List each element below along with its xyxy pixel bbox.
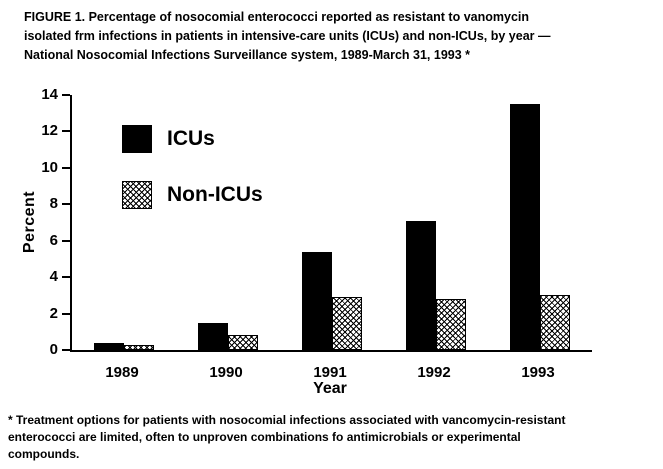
x-tick-label: 1989	[105, 364, 139, 381]
bar-non-icus-1991	[332, 297, 362, 350]
y-tick-label: 12	[41, 122, 58, 140]
y-axis-tick	[62, 130, 70, 133]
bar-non-icus-1990	[228, 335, 258, 350]
footnote: * Treatment options for patients with no…	[8, 413, 566, 461]
y-tick-label: 14	[41, 86, 58, 103]
legend-label-icus: ICUs	[167, 127, 215, 150]
x-tick-label: 1992	[417, 364, 451, 381]
y-tick-label: 2	[49, 304, 58, 322]
y-axis-tick	[62, 166, 70, 169]
y-axis-tick	[62, 349, 70, 351]
y-axis-tick	[62, 239, 70, 242]
plot-area: ICUs Non-ICUs 0 2 4 6 8 10 12 14	[41, 86, 592, 358]
y-tick-label: 10	[41, 158, 58, 176]
y-tick-label: 6	[49, 231, 58, 249]
x-tick-label: 1990	[209, 364, 243, 381]
x-axis-label: Year	[313, 380, 347, 397]
legend-item-icus: ICUs	[122, 125, 215, 153]
y-tick-label: 4	[49, 268, 58, 286]
y-axis-tick	[62, 203, 70, 206]
y-axis-tick	[62, 312, 70, 315]
legend-label-non-icus: Non-ICUs	[167, 183, 263, 206]
y-tick-label: 8	[49, 195, 58, 213]
figure-title: FIGURE 1. Percentage of nosocomial enter…	[24, 10, 551, 62]
y-axis-tick	[62, 94, 70, 96]
non-icus-swatch	[122, 181, 152, 209]
bar-non-icus-1992	[436, 299, 466, 350]
bar-non-icus-1989	[124, 344, 154, 350]
bar-non-icus-1993	[540, 295, 570, 350]
y-tick-label: 0	[49, 341, 58, 358]
bar-icus-1989	[94, 342, 124, 350]
bar-icus-1991	[302, 251, 332, 350]
bar-icus-1990	[198, 322, 228, 350]
x-axis-tick-labels: 1989 1990 1991 1992 1993	[70, 352, 590, 381]
bar-icus-1992	[406, 220, 436, 350]
bar-icus-1993	[510, 104, 540, 350]
icus-swatch	[122, 125, 152, 153]
x-tick-label: 1993	[521, 364, 555, 381]
y-axis-tick	[62, 276, 70, 279]
legend-item-non-icus: Non-ICUs	[122, 181, 263, 209]
x-tick-label: 1991	[313, 364, 347, 381]
